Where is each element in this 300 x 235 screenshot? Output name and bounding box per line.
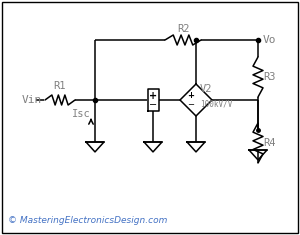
Text: V2: V2 (200, 84, 212, 94)
Text: −: − (149, 100, 157, 110)
Text: R4: R4 (263, 138, 275, 148)
Text: +: + (188, 91, 194, 101)
Text: R1: R1 (54, 81, 66, 91)
Text: 100kV/V: 100kV/V (200, 99, 233, 109)
Text: © MasteringElectronicsDesign.com: © MasteringElectronicsDesign.com (8, 216, 167, 225)
Text: −: − (188, 101, 194, 110)
Text: Vin: Vin (22, 95, 42, 105)
Text: +: + (149, 91, 157, 101)
Text: Vo: Vo (263, 35, 277, 45)
Text: Isc: Isc (72, 109, 91, 119)
Text: R2: R2 (177, 24, 189, 34)
Text: R3: R3 (263, 72, 275, 82)
